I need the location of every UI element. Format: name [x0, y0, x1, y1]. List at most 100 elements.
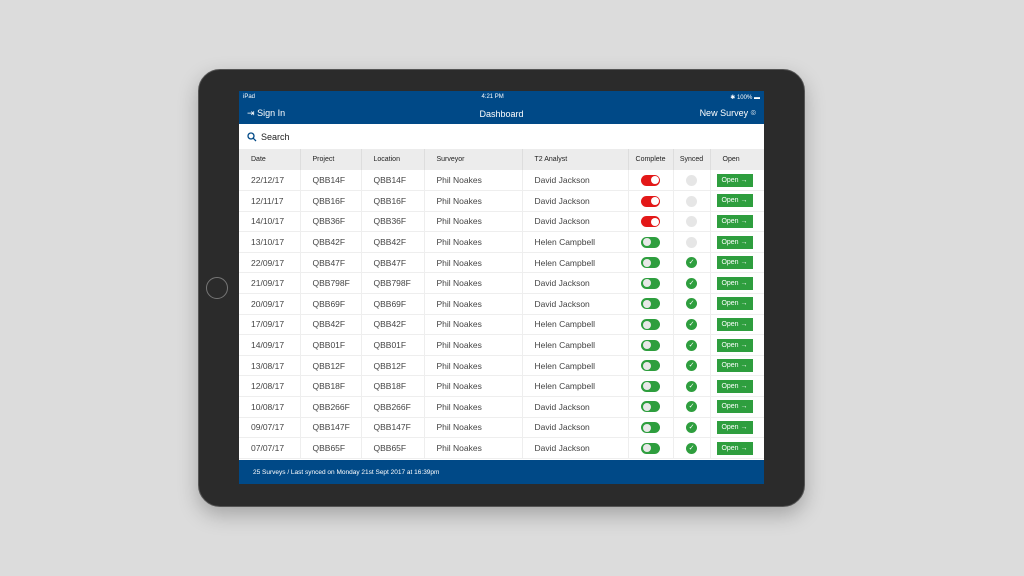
cell-project: QBB266F: [299, 396, 361, 418]
open-button[interactable]: Open →: [716, 173, 753, 187]
complete-toggle[interactable]: [641, 319, 660, 331]
open-button[interactable]: Open →: [716, 379, 753, 393]
cell-analyst: Helen Campbell: [521, 375, 628, 398]
cell-surveyor: Phil Noakes: [423, 211, 522, 233]
column-header[interactable]: Location: [360, 149, 424, 170]
app-screen: iPad 4:21 PM ✱ 100% ▬ ⇥ Sign In Dashboar…: [239, 91, 764, 484]
cell-analyst: Helen Campbell: [521, 231, 628, 253]
cell-location: QBB65F: [360, 437, 424, 459]
cell-location: QBB47F: [360, 252, 424, 274]
cell-open: Open →: [709, 355, 764, 377]
sign-in-label: Sign In: [257, 108, 286, 118]
open-button[interactable]: Open →: [716, 338, 753, 352]
open-button[interactable]: Open →: [716, 420, 753, 434]
table-row[interactable]: 10/08/17 QBB266F QBB266F Phil Noakes David J…: [239, 396, 764, 418]
cell-analyst: David Jackson: [521, 396, 628, 418]
open-button[interactable]: Open →: [716, 256, 753, 270]
table-row[interactable]: 14/10/17 QBB36F QBB36F Phil Noakes David Jac…: [239, 211, 764, 233]
cell-date: 10/08/17: [239, 396, 300, 418]
clock: 4:21 PM: [481, 94, 504, 100]
complete-toggle[interactable]: [641, 360, 660, 372]
complete-toggle[interactable]: [641, 380, 660, 392]
table-row[interactable]: 12/11/17 QBB16F QBB16F Phil Noakes David Jac…: [239, 190, 764, 212]
cell-open: Open →: [709, 334, 764, 356]
search-input[interactable]: Search: [239, 124, 764, 149]
open-button[interactable]: Open →: [716, 235, 753, 249]
cell-open: Open →: [709, 396, 764, 418]
table-row[interactable]: 14/09/17 QBB01F QBB01F Phil Noakes Helen Cam…: [239, 334, 764, 356]
complete-toggle[interactable]: [641, 422, 660, 434]
cell-project: QBB65F: [299, 437, 361, 459]
cell-project: QBB42F: [299, 231, 361, 253]
cell-analyst: David Jackson: [521, 272, 628, 295]
cell-complete: [627, 334, 673, 356]
cell-synced: ✓: [672, 396, 710, 418]
column-header[interactable]: T2 Analyst: [521, 149, 628, 170]
cell-date: 22/09/17: [239, 252, 300, 274]
cell-project: QBB147F: [299, 417, 361, 439]
complete-toggle[interactable]: [641, 401, 660, 413]
nav-bar: ⇥ Sign In Dashboard New Survey ⌾: [239, 103, 764, 124]
cell-complete: [627, 355, 673, 377]
table-row[interactable]: 20/09/17 QBB69F QBB69F Phil Noakes David Jac…: [239, 293, 764, 315]
table-row[interactable]: 21/09/17 QBB798F QBB798F Phil Noakes David J…: [239, 272, 764, 295]
table-row[interactable]: 07/07/17 QBB65F QBB65F Phil Noakes David Jac…: [239, 437, 764, 459]
open-button[interactable]: Open →: [716, 297, 753, 311]
synced-check-icon: ✓: [686, 257, 697, 269]
cell-date: 12/11/17: [239, 190, 300, 212]
open-button[interactable]: Open →: [716, 359, 753, 373]
synced-check-icon: ✓: [686, 339, 697, 351]
not-synced-icon: [686, 236, 697, 248]
table-row[interactable]: 17/09/17 QBB42F QBB42F Phil Noakes Helen Cam…: [239, 314, 764, 336]
complete-toggle[interactable]: [641, 442, 660, 454]
not-synced-icon: [686, 216, 697, 228]
open-button[interactable]: Open →: [716, 317, 753, 331]
synced-check-icon: ✓: [686, 277, 697, 289]
table-row[interactable]: 13/08/17 QBB12F QBB12F Phil Noakes Helen Cam…: [239, 355, 764, 377]
cell-synced: ✓: [672, 252, 710, 274]
column-header[interactable]: Date: [239, 149, 300, 170]
new-survey-button[interactable]: New Survey ⌾: [700, 108, 756, 119]
open-button[interactable]: Open →: [716, 400, 753, 414]
complete-toggle[interactable]: [641, 298, 660, 310]
complete-toggle[interactable]: [641, 174, 660, 186]
cell-analyst: Helen Campbell: [521, 355, 628, 377]
cell-date: 13/08/17: [239, 355, 300, 377]
column-header[interactable]: Project: [299, 149, 361, 170]
home-button[interactable]: [206, 277, 228, 299]
complete-toggle[interactable]: [641, 257, 660, 269]
open-button[interactable]: Open →: [716, 441, 753, 455]
table-row[interactable]: 22/09/17 QBB47F QBB47F Phil Noakes Helen Cam…: [239, 252, 764, 274]
column-header[interactable]: Synced: [672, 149, 710, 170]
cell-surveyor: Phil Noakes: [423, 396, 522, 418]
cell-open: Open →: [709, 272, 764, 295]
table-row[interactable]: 22/12/17 QBB14F QBB14F Phil Noakes David Jac…: [239, 170, 764, 192]
complete-toggle[interactable]: [641, 339, 660, 351]
complete-toggle[interactable]: [641, 277, 660, 289]
cell-open: Open →: [709, 211, 764, 233]
column-header[interactable]: Complete: [627, 149, 673, 170]
open-button[interactable]: Open →: [716, 214, 753, 228]
cell-location: QBB12F: [360, 355, 424, 377]
column-header[interactable]: Surveyor: [423, 149, 522, 170]
cell-project: QBB36F: [299, 211, 361, 233]
sign-in-button[interactable]: ⇥ Sign In: [247, 108, 285, 119]
complete-toggle[interactable]: [641, 216, 660, 228]
open-button[interactable]: Open →: [716, 276, 753, 290]
cell-analyst: Helen Campbell: [521, 314, 628, 336]
cell-complete: [627, 417, 673, 439]
open-button[interactable]: Open →: [716, 194, 753, 208]
complete-toggle[interactable]: [641, 195, 660, 207]
column-header[interactable]: Open: [709, 149, 764, 170]
table-row[interactable]: 13/10/17 QBB42F QBB42F Phil Noakes Helen Cam…: [239, 231, 764, 253]
cell-complete: [627, 231, 673, 253]
complete-toggle[interactable]: [641, 236, 660, 248]
cell-complete: [627, 190, 673, 212]
table-row[interactable]: 12/08/17 QBB18F QBB18F Phil Noakes Helen Cam…: [239, 375, 764, 398]
table-row[interactable]: 09/07/17 QBB147F QBB147F Phil Noakes David J…: [239, 417, 764, 439]
cell-project: QBB01F: [299, 334, 361, 356]
cell-location: QBB14F: [360, 170, 424, 192]
cell-synced: [672, 170, 710, 192]
cell-synced: ✓: [672, 417, 710, 439]
cell-synced: ✓: [672, 437, 710, 459]
